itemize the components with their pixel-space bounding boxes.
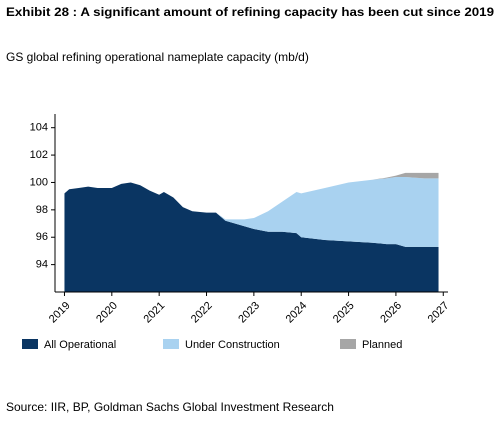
x-tick-label: 2021 — [142, 300, 168, 326]
y-tick-label: 102 — [30, 149, 48, 161]
y-tick-label: 94 — [36, 259, 48, 271]
x-tick-label: 2024 — [284, 300, 310, 326]
source-note: Source: IIR, BP, Goldman Sachs Global In… — [6, 400, 334, 414]
y-tick-label: 96 — [36, 231, 48, 243]
y-tick-label: 100 — [30, 176, 48, 188]
y-tick-label: 104 — [30, 122, 48, 134]
area — [64, 176, 439, 247]
area — [64, 182, 439, 292]
legend-label: Planned — [362, 339, 402, 351]
legend-swatch — [163, 339, 179, 349]
x-tick-label: 2023 — [236, 300, 262, 326]
chart-subtitle: GS global refining operational nameplate… — [6, 50, 309, 64]
legend-label: All Operational — [44, 339, 116, 351]
x-tick-label: 2027 — [426, 300, 452, 326]
x-tick-label: 2019 — [47, 300, 73, 326]
legend-swatch — [22, 339, 38, 349]
x-tick-label: 2020 — [94, 300, 120, 326]
chart-title: Exhibit 28 : A significant amount of ref… — [6, 5, 494, 19]
legend-label: Under Construction — [185, 339, 280, 351]
x-tick-label: 2025 — [331, 300, 357, 326]
x-tick-label: 2022 — [189, 300, 215, 326]
y-tick-label: 98 — [36, 204, 48, 216]
legend-swatch — [340, 339, 356, 349]
x-tick-label: 2026 — [378, 300, 404, 326]
